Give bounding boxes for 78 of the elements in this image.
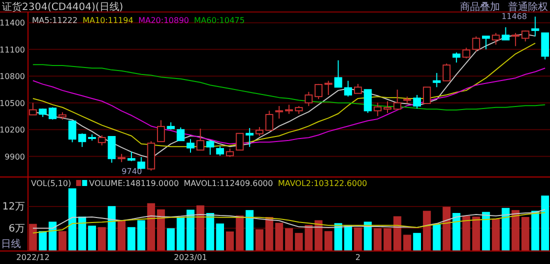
bar	[88, 226, 96, 250]
bar	[226, 231, 234, 250]
bar	[462, 216, 470, 250]
bar	[48, 222, 57, 250]
bar	[304, 224, 313, 250]
text: 日线	[1, 238, 21, 250]
bar	[294, 232, 303, 250]
bar	[206, 212, 214, 250]
text: MAVOL2:103122.6000	[278, 179, 368, 188]
y-tick-label: 6万	[8, 223, 25, 234]
bar	[413, 232, 421, 250]
bar	[265, 216, 274, 250]
bar	[256, 229, 264, 250]
y-tick-label: 10200	[0, 126, 25, 135]
bar	[186, 210, 194, 250]
bar	[541, 196, 550, 250]
bar	[98, 227, 106, 250]
bar	[364, 222, 372, 250]
annotation: 普通除权	[508, 1, 548, 13]
bar	[452, 212, 460, 250]
x-tick-label: 2022/12	[16, 253, 50, 262]
bar	[28, 224, 37, 250]
y-tick-label: 9900	[4, 152, 25, 162]
y-tick-label: 11100	[0, 45, 25, 54]
bar	[422, 210, 431, 250]
line-series	[32, 68, 546, 144]
line-series	[32, 212, 546, 234]
bar	[384, 228, 392, 250]
bar	[275, 222, 284, 250]
bar	[246, 210, 254, 250]
line-series	[32, 64, 546, 111]
bar	[521, 216, 530, 250]
text: MA10:11194	[82, 16, 134, 25]
candlestick	[531, 16, 540, 37]
bar	[118, 220, 126, 250]
bar	[482, 212, 490, 250]
bar	[324, 231, 332, 250]
bar	[196, 205, 204, 250]
bar	[502, 208, 510, 250]
annotation: 商品叠加	[460, 1, 500, 13]
bar	[531, 210, 540, 250]
y-tick-label: 10800	[0, 72, 25, 82]
bar	[137, 220, 146, 250]
line-series	[32, 208, 546, 229]
chart-title: 证货2304(CD4404)(日线)	[2, 1, 124, 13]
x-tick-label: 2	[355, 253, 360, 262]
bar	[236, 216, 244, 250]
y-tick-label: 10500	[0, 98, 25, 108]
bar	[512, 210, 520, 250]
bar	[108, 206, 116, 250]
bar	[127, 227, 136, 250]
bar	[216, 224, 224, 250]
bar	[492, 218, 500, 250]
y-tick-label: 12万	[2, 202, 25, 212]
bar	[314, 220, 322, 250]
candlestick	[393, 89, 402, 110]
y-tick-label: 11400	[0, 18, 25, 28]
bar	[147, 203, 156, 250]
annotation: 9740	[122, 167, 142, 176]
text: MAVOL1:112409.6000	[184, 179, 273, 188]
bar	[285, 228, 293, 250]
bar	[432, 224, 441, 250]
bar	[157, 209, 165, 250]
bar	[354, 227, 362, 250]
bar	[344, 224, 352, 250]
candlestick	[246, 128, 254, 148]
legend-label: VOLUME:148119.0000	[89, 179, 179, 188]
bar	[38, 231, 47, 250]
x-tick-label: 2023/01	[174, 253, 208, 262]
bar	[58, 231, 66, 250]
chart-title: VOL(5,10)	[31, 179, 72, 188]
bar	[472, 216, 480, 250]
text: MA5:11222	[32, 16, 78, 25]
text: MA60:10475	[194, 16, 245, 25]
annotation: 11468	[502, 12, 527, 21]
bar	[442, 206, 451, 250]
bar	[374, 228, 382, 250]
text: MA20:10890	[138, 16, 190, 25]
